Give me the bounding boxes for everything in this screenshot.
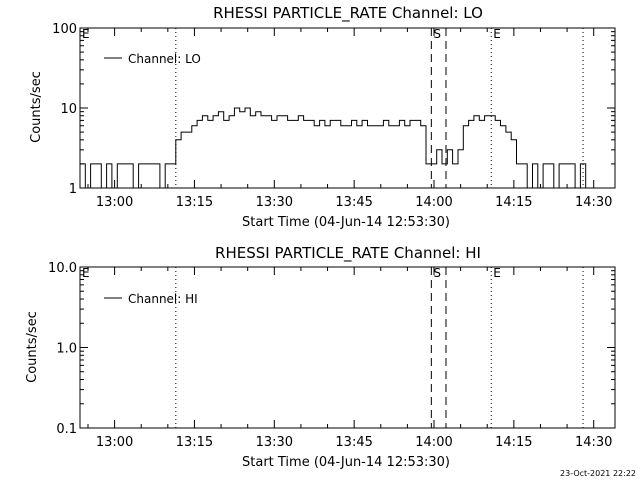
y-tick-label-lo-1: 10 [60, 102, 77, 117]
series-lines-lo [80, 107, 591, 189]
time-marker-label-hi-0: E [82, 266, 90, 280]
y-tick-label-hi-0: 0.1 [56, 422, 77, 437]
x-tick-label-lo-4: 14:00 [415, 195, 452, 210]
y-tick-label-hi-2: 10.0 [48, 261, 77, 276]
x-tick-label-hi-5: 14:15 [495, 435, 532, 450]
y-tick-label-lo-2: 100 [52, 22, 77, 37]
x-tick-label-hi-0: 13:00 [96, 435, 133, 450]
x-tick-label-lo-6: 14:30 [575, 195, 612, 210]
chart-title-lo: RHESSI PARTICLE_RATE Channel: LO [213, 4, 483, 23]
x-tick-label-hi-3: 13:45 [335, 435, 372, 450]
x-tick-label-lo-1: 13:15 [176, 195, 213, 210]
series-line-lo-0 [80, 107, 591, 189]
legend-label-lo: Channel: LO [128, 52, 201, 66]
x-tick-label-lo-3: 13:45 [335, 195, 372, 210]
axis-ticks-hi: 13:00 13:15 13:30 13:45 14:00 14:15 14:30 0.1 1.… [48, 261, 615, 450]
chart-title-hi: RHESSI PARTICLE_RATE Channel: HI [215, 244, 481, 263]
time-marker-label-hi-2: S [433, 266, 441, 280]
legend-lo: Channel: LO [104, 52, 201, 66]
x-axis-label-hi: Start Time (04-Jun-14 12:53:30) [242, 455, 450, 470]
time-marker-label-hi-4: E [493, 266, 501, 280]
x-axis-label-lo: Start Time (04-Jun-14 12:53:30) [242, 215, 450, 230]
x-tick-label-lo-2: 13:30 [256, 195, 293, 210]
y-axis-label-hi: Counts/sec [25, 311, 40, 383]
y-tick-label-hi-1: 1.0 [56, 342, 77, 357]
y-tick-label-lo-0: 1 [69, 182, 77, 197]
x-tick-label-lo-0: 13:00 [96, 195, 133, 210]
x-tick-label-hi-2: 13:30 [256, 435, 293, 450]
x-tick-label-hi-4: 14:00 [415, 435, 452, 450]
time-marker-label-lo-4: E [493, 27, 501, 41]
x-tick-label-hi-6: 14:30 [575, 435, 612, 450]
x-tick-label-lo-5: 14:15 [495, 195, 532, 210]
y-axis-label-lo: Counts/sec [29, 71, 44, 143]
x-tick-label-hi-1: 13:15 [176, 435, 213, 450]
axis-ticks-lo: 13:00 13:15 13:30 13:45 14:00 14:15 14:30 1 10 10… [52, 22, 615, 210]
panel-hi: RHESSI PARTICLE_RATE Channel: HI Start T… [25, 244, 616, 470]
panel-lo: RHESSI PARTICLE_RATE Channel: LO Start T… [29, 4, 616, 230]
time-marker-label-lo-2: S [433, 27, 441, 41]
footer-timestamp: 23-Oct-2021 22:22 [560, 469, 636, 478]
legend-hi: Channel: HI [104, 292, 198, 306]
time-marker-label-lo-0: E [82, 27, 90, 41]
legend-label-hi: Channel: HI [128, 292, 198, 306]
